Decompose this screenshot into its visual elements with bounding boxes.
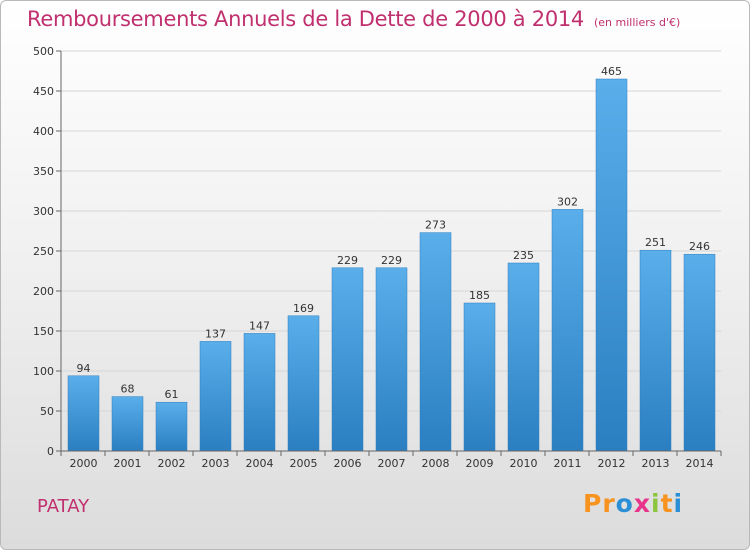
y-tick-label: 100	[33, 365, 54, 378]
proxiti-logo: Proxiti	[583, 489, 683, 518]
data-label: 465	[601, 65, 622, 78]
bar-2010	[507, 262, 540, 452]
bar-2011	[551, 209, 584, 452]
chart-subtitle: (en milliers d'€)	[594, 16, 681, 29]
bar-2000	[67, 375, 100, 452]
y-tick-label: 50	[40, 405, 54, 418]
x-tick-label: 2011	[554, 457, 582, 470]
y-tick-label: 0	[47, 445, 54, 458]
x-tick-label: 2012	[598, 457, 626, 470]
data-label: 235	[513, 249, 534, 262]
x-tick-label: 2003	[202, 457, 230, 470]
data-label: 61	[165, 388, 179, 401]
x-tick-label: 2013	[642, 457, 670, 470]
data-label: 147	[249, 319, 270, 332]
bar-2013	[639, 249, 672, 452]
logo-letter: o	[615, 489, 634, 518]
bar-2012	[595, 78, 628, 452]
bar-2008	[419, 232, 452, 452]
chart-title: Remboursements Annuels de la Dette de 20…	[27, 7, 680, 31]
data-label: 229	[381, 254, 402, 267]
x-tick-label: 2002	[158, 457, 186, 470]
y-tick-label: 450	[33, 85, 54, 98]
data-labels: 94 68 61 137 147 169 229 229 273 185 235 302 465 251 2…	[77, 65, 711, 401]
y-tick-label: 300	[33, 205, 54, 218]
logo-letter: r	[602, 489, 616, 518]
logo-letter: P	[583, 489, 603, 518]
y-tick-label: 350	[33, 165, 54, 178]
bar-2001	[111, 396, 144, 452]
bar-2004	[243, 333, 276, 452]
data-label: 185	[469, 289, 490, 302]
x-tick-label: 2001	[114, 457, 142, 470]
data-label: 302	[557, 195, 578, 208]
logo-letter: i	[651, 489, 661, 518]
x-tick-label: 2004	[246, 457, 274, 470]
bar-2007	[375, 267, 408, 452]
bar-2002	[155, 401, 188, 452]
bar-2005	[287, 315, 320, 452]
x-tick-label: 2008	[422, 457, 450, 470]
y-tick-label: 400	[33, 125, 54, 138]
data-label: 94	[77, 362, 91, 375]
data-label: 68	[121, 383, 135, 396]
x-tick-label: 2006	[334, 457, 362, 470]
x-tick-label: 2005	[290, 457, 318, 470]
data-label: 137	[205, 327, 226, 340]
logo-letter: t	[660, 489, 674, 518]
bars	[67, 78, 716, 452]
x-tick-label: 2007	[378, 457, 406, 470]
bar-2009	[463, 302, 496, 452]
logo-letter: x	[633, 489, 651, 518]
data-label: 246	[689, 240, 710, 253]
data-label: 251	[645, 236, 666, 249]
title-text: Remboursements Annuels de la Dette de 20…	[27, 7, 584, 31]
y-tick-label: 200	[33, 285, 54, 298]
bar-2014	[683, 253, 716, 452]
x-tick-label: 2009	[466, 457, 494, 470]
data-label: 169	[293, 302, 314, 315]
x-tick-label: 2014	[686, 457, 714, 470]
y-tick-label: 250	[33, 245, 54, 258]
data-label: 229	[337, 254, 358, 267]
commune-name: PATAY	[37, 496, 90, 517]
axes: 0 50 100 150 200 250 300 350 400 450 500 2000 2001 20…	[33, 45, 722, 470]
bar-2003	[199, 341, 232, 452]
data-label: 273	[425, 219, 446, 232]
logo-letter: i	[673, 489, 684, 518]
x-tick-label: 2010	[510, 457, 538, 470]
bar-2006	[331, 267, 364, 452]
x-tick-label: 2000	[70, 457, 98, 470]
y-tick-label: 500	[33, 45, 54, 58]
y-tick-label: 150	[33, 325, 54, 338]
